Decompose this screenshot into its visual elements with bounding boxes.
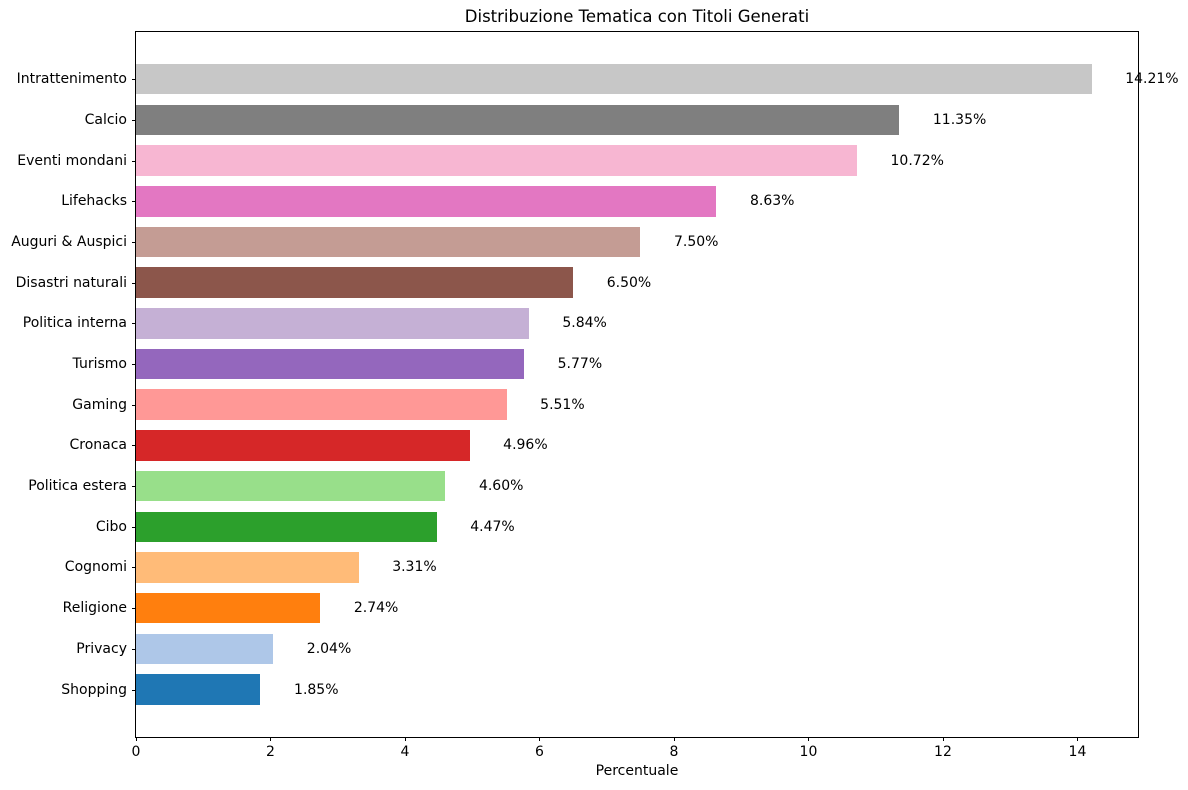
y-tick-label: Auguri & Auspici <box>11 233 127 250</box>
y-tick-label: Disastri naturali <box>15 274 127 291</box>
x-tick-mark <box>673 737 675 741</box>
y-tick-mark <box>132 608 136 610</box>
bar-politica-interna <box>136 308 529 339</box>
y-tick-mark <box>132 201 136 203</box>
y-tick-label: Politica interna <box>22 315 127 332</box>
y-tick-mark <box>132 567 136 569</box>
y-tick-label: Religione <box>62 600 127 617</box>
bar-value-label: 3.31% <box>392 559 437 576</box>
y-tick-mark <box>132 79 136 81</box>
bar-cronaca <box>136 430 470 461</box>
y-tick-label: Intrattenimento <box>16 71 127 88</box>
y-tick-label: Eventi mondani <box>17 152 127 169</box>
bar-religione <box>136 592 321 624</box>
y-tick-mark <box>132 160 136 162</box>
y-tick-mark <box>132 404 136 406</box>
y-tick-mark <box>132 486 136 488</box>
y-tick-mark <box>132 689 136 691</box>
x-tick-label: 4 <box>400 744 410 760</box>
bar-value-label: 2.04% <box>306 640 352 657</box>
bar-auguri-auspici <box>136 226 641 258</box>
y-tick-mark <box>132 445 136 447</box>
x-tick-mark <box>539 737 541 741</box>
y-tick-label: Calcio <box>84 111 127 128</box>
x-tick-label: 2 <box>266 744 275 760</box>
bar-intrattenimento <box>136 63 1092 95</box>
bar-value-label: 5.84% <box>562 315 607 332</box>
x-tick-label: 6 <box>535 744 544 760</box>
y-tick-label: Privacy <box>76 640 127 657</box>
y-tick-mark <box>132 323 136 325</box>
x-tick-mark <box>942 737 944 741</box>
bar-value-label: 7.50% <box>673 233 719 250</box>
y-tick-label: Cronaca <box>69 437 127 454</box>
bar-value-label: 4.47% <box>470 518 515 535</box>
bar-eventi-mondani <box>136 145 857 176</box>
y-tick-label: Politica estera <box>28 478 127 495</box>
y-tick-mark <box>132 119 136 121</box>
bar-value-label: 14.21% <box>1125 71 1179 88</box>
y-tick-mark <box>132 648 136 650</box>
y-tick-mark <box>132 282 136 284</box>
bar-value-label: 1.85% <box>294 681 339 698</box>
bar-turismo <box>136 348 525 380</box>
x-tick-label: 14 <box>1068 744 1087 760</box>
bar-politica-estera <box>136 470 446 502</box>
bar-cibo <box>136 511 437 543</box>
x-tick-mark <box>404 737 406 741</box>
bar-lifehacks <box>136 186 717 217</box>
x-tick-label: 0 <box>131 744 141 760</box>
x-tick-mark <box>270 737 272 741</box>
plot-area: 14.21% Intrattenimento 11.35% Calcio 10.72% E… <box>11 31 1179 760</box>
chart-title: Distribuzione Tematica con Titoli Genera… <box>464 7 810 26</box>
bar-disastri-naturali <box>136 267 574 298</box>
bar-value-label: 2.74% <box>353 600 399 617</box>
y-tick-label: Turismo <box>72 356 127 373</box>
bar-value-label: 6.50% <box>606 274 652 291</box>
bar-value-label: 11.35% <box>932 111 987 128</box>
bar-value-label: 4.60% <box>478 478 524 495</box>
bar-value-label: 10.72% <box>890 152 944 169</box>
y-tick-label: Gaming <box>72 396 127 413</box>
y-tick-mark <box>132 364 136 366</box>
bar-value-label: 5.51% <box>540 396 585 413</box>
bar-cognomi <box>136 552 359 583</box>
x-tick-label: 12 <box>934 744 952 760</box>
x-tick-mark <box>136 737 137 741</box>
x-tick-label: 8 <box>669 744 679 760</box>
x-tick-mark <box>808 737 810 741</box>
x-tick-mark <box>1077 737 1079 741</box>
y-tick-label: Shopping <box>61 681 127 698</box>
x-axis-label: Percentuale <box>595 763 679 779</box>
y-tick-label: Cibo <box>95 518 127 535</box>
bar-value-label: 8.63% <box>749 193 795 210</box>
bar-calcio <box>136 104 900 136</box>
x-tick-label: 10 <box>799 744 818 760</box>
y-tick-label: Cognomi <box>64 559 127 576</box>
bar-gaming <box>136 389 507 420</box>
bar-privacy <box>136 633 274 665</box>
bar-shopping <box>136 674 261 705</box>
bar-value-label: 4.96% <box>503 437 548 454</box>
y-tick-mark <box>132 526 136 528</box>
bar-value-label: 5.77% <box>557 356 603 373</box>
y-tick-mark <box>132 241 136 243</box>
y-tick-label: Lifehacks <box>61 193 127 210</box>
